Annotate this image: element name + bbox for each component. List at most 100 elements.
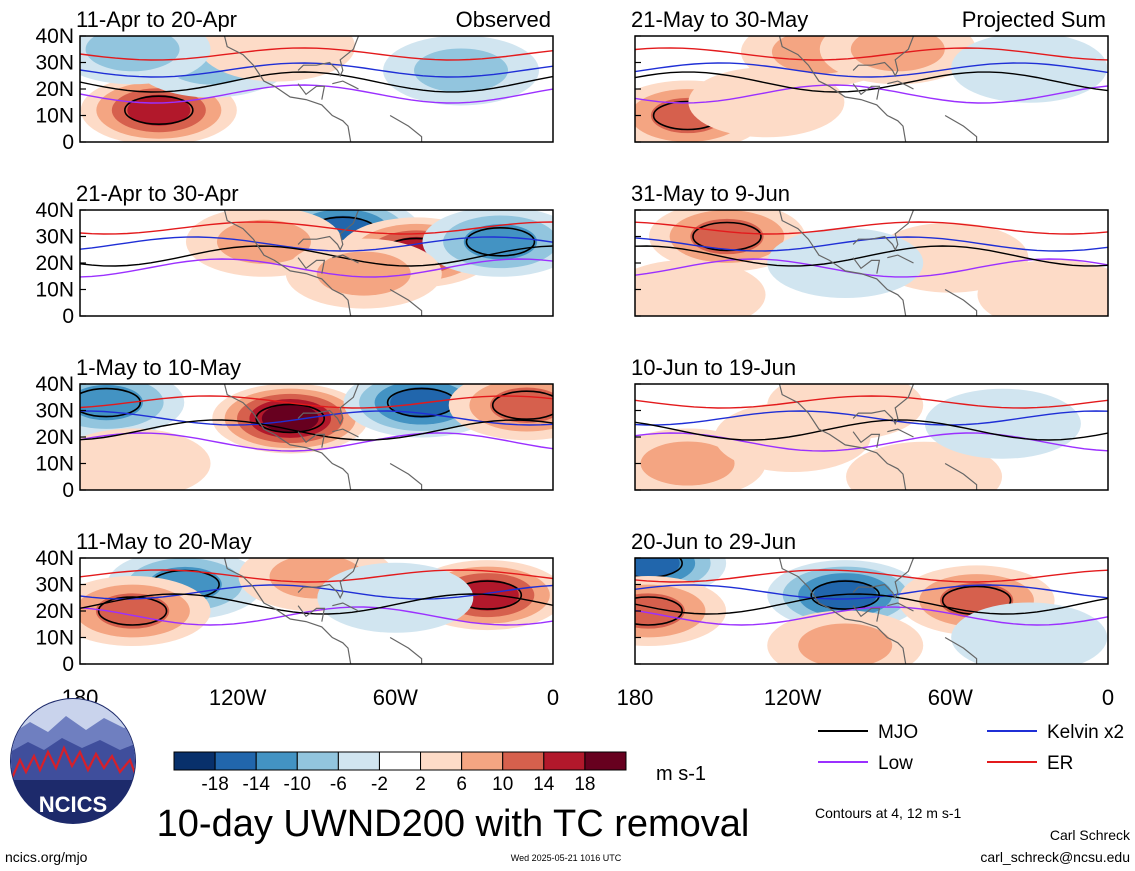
colorbar: -18 -14 -10 -6 -2 2 6 10 14 18 (173, 751, 627, 795)
mjo-contour (80, 387, 142, 418)
legend-label: Low (878, 753, 913, 774)
kelvin-contour (80, 410, 553, 426)
coastline (389, 636, 423, 664)
mjo-wave-contour (635, 593, 1108, 615)
colorbar-units: m s-1 (656, 763, 706, 785)
coastline (297, 36, 360, 78)
anomaly-shade (199, 36, 356, 82)
y-tick-label: 40N (35, 547, 74, 570)
anomaly-feature (285, 238, 442, 309)
mjo-contour (97, 596, 168, 626)
y-tick-label: 0 (62, 653, 74, 676)
y-tick-label: 10N (35, 279, 74, 302)
legend-item: Low (818, 753, 913, 774)
y-tick-label: 20N (35, 600, 74, 623)
anomaly-shade (635, 558, 680, 579)
colorbar-tick-label: -18 (201, 774, 228, 795)
anomaly-feature (80, 428, 211, 490)
coastline (778, 558, 907, 664)
y-tick-label: 0 (62, 131, 74, 154)
coastline (887, 602, 914, 612)
colorbar-swatch (214, 751, 257, 771)
anomaly-feature (212, 384, 369, 454)
anomaly-shade (216, 219, 311, 264)
footer-timestamp: Wed 2025-05-21 1016 UTC (511, 853, 622, 863)
coastline (852, 384, 915, 426)
coastline (297, 558, 360, 600)
anomaly-shade (95, 593, 170, 629)
anomaly-feature (199, 36, 356, 82)
anomaly-feature (977, 259, 1108, 316)
legend-item: ER (987, 753, 1073, 774)
y-tick-label: 40N (35, 25, 74, 48)
er-contour (80, 47, 553, 61)
panel-7: 10-Jun to 19-Jun (631, 355, 1109, 491)
anomaly-shade (635, 593, 685, 629)
x-tick-label: 120W (209, 685, 267, 710)
mjo-contour (124, 95, 194, 125)
anomaly-feature (648, 210, 805, 272)
panel-title: 21-Apr to 30-Apr (76, 181, 239, 206)
kelvin-contour (635, 62, 1108, 78)
colorbar-tick-label: -2 (371, 774, 388, 795)
anomaly-shade (414, 48, 509, 93)
coastline (852, 36, 915, 78)
coastline (297, 605, 326, 622)
coastline (297, 431, 326, 448)
kelvin-contour (635, 584, 1108, 600)
er-contour (635, 47, 1108, 61)
coastline (887, 254, 914, 264)
coastline (944, 636, 978, 664)
coastline (297, 210, 360, 252)
colorbar-swatch (378, 751, 422, 771)
colorbar-swatch (461, 751, 504, 771)
coastline (389, 288, 423, 316)
anomaly-feature (951, 36, 1108, 103)
anomaly-shade (951, 36, 1108, 103)
coastline (332, 80, 359, 90)
anomaly-shade (635, 259, 766, 316)
kelvin-contour (80, 62, 553, 78)
anomaly-feature (383, 36, 540, 106)
colorbar-swatch (255, 751, 298, 771)
kelvin-contour (80, 584, 553, 600)
er-contour (635, 569, 1108, 583)
contour-note: Contours at 4, 12 m s-1 (815, 805, 962, 821)
legend: MJO Low Kelvin x2 ER (818, 722, 1124, 774)
y-tick-label: 0 (62, 305, 74, 328)
anomaly-shade (688, 67, 845, 138)
y-tick-label: 30N (35, 52, 74, 75)
coastline (852, 605, 881, 622)
er-contour (80, 395, 553, 409)
y-tick-label: 10N (35, 627, 74, 650)
x-tick-label: 60W (928, 685, 973, 710)
er-contour (80, 221, 553, 235)
chart-title: 10-day UWND200 with TC removal (157, 803, 750, 845)
y-tick-label: 40N (35, 373, 74, 396)
y-tick-label: 40N (35, 199, 74, 222)
anomaly-feature (767, 560, 924, 631)
anomaly-feature (951, 602, 1108, 664)
panel-8: 20-Jun to 29-Jun (631, 529, 1109, 665)
y-tick-label: 10N (35, 105, 74, 128)
anomaly-shade (798, 623, 893, 664)
anomaly-shade (951, 602, 1108, 664)
mjo-contour (635, 596, 683, 626)
coastline (852, 257, 881, 274)
x-tick-label: 0 (547, 685, 559, 710)
low-contour (80, 258, 553, 278)
mjo-contour (465, 227, 536, 257)
x-tick-label: 0 (1102, 685, 1114, 710)
anomaly-feature (688, 67, 845, 138)
coastline (223, 210, 352, 316)
anomaly-shade (80, 428, 211, 490)
panel-title: 10-Jun to 19-Jun (631, 355, 796, 380)
coastline (223, 558, 352, 664)
colorbar-swatch (543, 751, 586, 771)
colorbar-swatch (296, 751, 339, 771)
y-tick-label: 0 (62, 479, 74, 502)
